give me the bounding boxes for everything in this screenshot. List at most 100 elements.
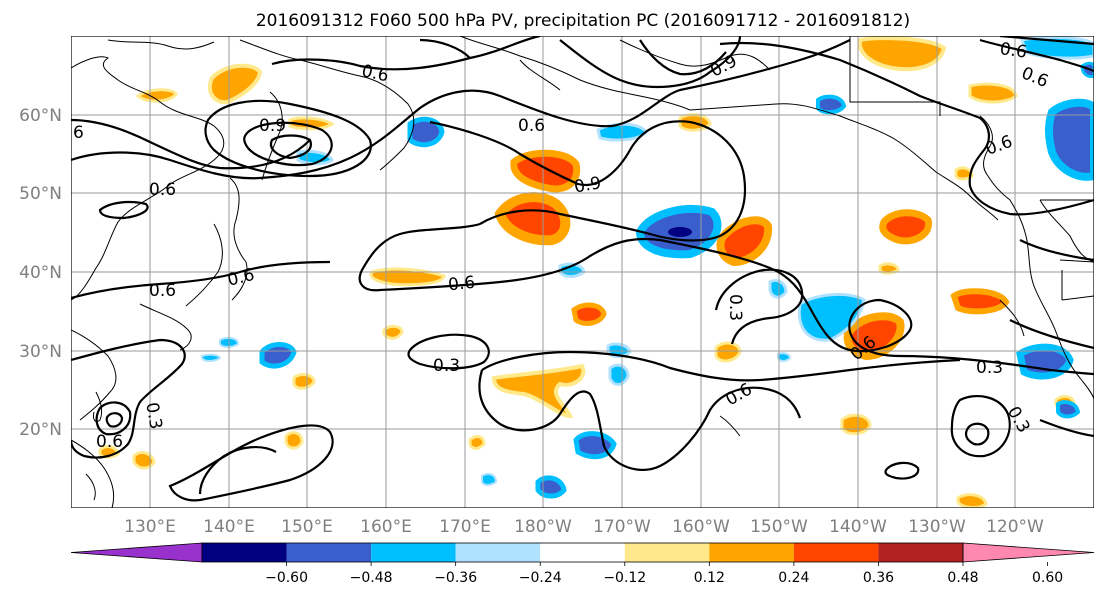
pv-contour <box>198 446 277 495</box>
pv-contour <box>269 134 312 160</box>
precip-patch <box>201 353 222 362</box>
precip-patch <box>968 82 1018 104</box>
precip-patch <box>954 166 974 181</box>
precip-patch <box>573 431 617 460</box>
lat-tick-label: 50°N <box>19 184 62 204</box>
colorbar-tick-labels: −0.60 −0.48 −0.36 −0.24 −0.12 0.12 0.24 0.36 0.4… <box>265 562 1063 586</box>
precip-patch <box>956 493 988 508</box>
colorbar-segment <box>455 543 541 562</box>
lon-tick-label: 120°W <box>986 517 1044 537</box>
colorbar-tick-label: 0.36 <box>863 570 894 586</box>
colorbar-tick-label: 0.60 <box>1032 570 1063 586</box>
pv-contour <box>243 121 333 167</box>
pv-contour <box>950 395 1011 458</box>
precip-patch <box>208 63 263 105</box>
colorbar-segment <box>540 543 625 562</box>
contour-label: 0.3 <box>725 294 745 321</box>
precip-core <box>668 227 692 237</box>
pv-contour <box>1039 418 1094 438</box>
pv-contour <box>95 401 132 436</box>
pv-contour <box>1009 319 1094 350</box>
colorbar-segment <box>793 543 879 562</box>
contour-label: 0.3 <box>976 358 1003 378</box>
contour-label: 0.6 <box>149 281 176 301</box>
precip-patch <box>132 451 156 470</box>
colorbar-segment <box>286 543 372 562</box>
colorbar-tick-label: 0.24 <box>778 570 809 586</box>
pv-contour <box>358 222 661 292</box>
colorbar-extend-min <box>70 542 203 563</box>
lon-tick-label: 170°W <box>593 517 651 537</box>
colorbar-segment <box>371 543 456 562</box>
precip-patch <box>714 341 742 363</box>
precip-patch <box>491 363 586 419</box>
lon-tick-label: 140°W <box>829 517 887 537</box>
contour-label: 0.3 <box>141 401 165 431</box>
lon-tick-label: 160°E <box>360 517 412 537</box>
precip-patch <box>1056 400 1081 419</box>
precip-patch <box>797 292 866 342</box>
pv-contour <box>1019 239 1094 262</box>
contour-label: 0.6 <box>999 39 1029 63</box>
precip-patch <box>608 363 630 386</box>
precip-patch <box>768 278 788 299</box>
precip-positive-areas <box>98 36 1076 508</box>
lat-tick-label: 30°N <box>19 342 62 362</box>
precip-patch <box>292 373 316 390</box>
colorbar-tick-label: −0.60 <box>265 570 308 586</box>
colorbar-tick-label: −0.36 <box>434 570 477 586</box>
pv-contour <box>478 369 802 471</box>
colorbar-segment <box>878 543 963 562</box>
lat-tick-label: 20°N <box>19 420 62 440</box>
precip-patch <box>481 473 498 486</box>
contour-label: 0.6 <box>447 273 476 296</box>
lon-tick-label: 160°W <box>672 517 730 537</box>
longitude-axis: 130°E 140°E 150°E 160°E 170°E 180°W 170°… <box>124 517 1044 537</box>
pv-contour <box>71 338 186 459</box>
pv-contour <box>481 350 961 382</box>
pv-contour <box>429 120 746 242</box>
lon-tick-label: 140°E <box>203 517 255 537</box>
pv-contour <box>884 461 920 480</box>
pv-contour <box>714 268 804 345</box>
lat-tick-label: 40°N <box>19 263 62 283</box>
precip-patch <box>288 116 335 131</box>
lon-tick-label: 130°E <box>124 517 176 537</box>
contour-label: 0.6 <box>96 432 123 452</box>
colorbar-boxes <box>70 542 1095 563</box>
pv-contour <box>979 38 1094 74</box>
pv-contour <box>71 39 851 180</box>
contour-label: 0.6 <box>149 180 176 200</box>
contour-label: 6 <box>73 123 84 143</box>
pv-contour <box>639 39 727 76</box>
lon-tick-label: 150°E <box>281 517 333 537</box>
precip-patch <box>1045 98 1094 181</box>
pv-contour <box>168 424 334 502</box>
pv-contour <box>999 36 1094 46</box>
precip-patch <box>879 209 932 245</box>
pv-contour <box>271 36 541 71</box>
precip-patch <box>1016 343 1074 380</box>
colorbar-extend-max <box>962 542 1095 563</box>
colorbar-segment <box>624 543 710 562</box>
pv-contour <box>407 333 490 370</box>
precip-negative-areas <box>201 36 1094 499</box>
colorbar-tick-label: 0.12 <box>694 570 725 586</box>
precip-patch <box>950 288 1010 315</box>
pv-contour <box>105 412 124 428</box>
pv-contour <box>204 99 372 178</box>
precip-patch <box>284 431 304 450</box>
pv-contour <box>419 38 471 59</box>
precip-patch <box>494 192 571 246</box>
colorbar-tick-label: −0.48 <box>350 570 393 586</box>
precip-patch <box>468 435 486 450</box>
contour-label: 0.9 <box>573 173 603 197</box>
map-panel: 0.6 0.9 0.6 0.9 0.6 6 0.9 0.6 0.6 0.6 0.… <box>71 36 1094 508</box>
colorbar: −0.60 −0.48 −0.36 −0.24 −0.12 0.12 0.24 0.36 0.4… <box>70 542 1095 586</box>
lon-tick-label: 180°W <box>514 517 572 537</box>
pv-contour <box>559 36 742 89</box>
contour-label: 0.9 <box>259 116 286 136</box>
lon-tick-label: 130°W <box>908 517 966 537</box>
pv-contour <box>71 260 331 300</box>
precip-patch <box>407 116 445 148</box>
